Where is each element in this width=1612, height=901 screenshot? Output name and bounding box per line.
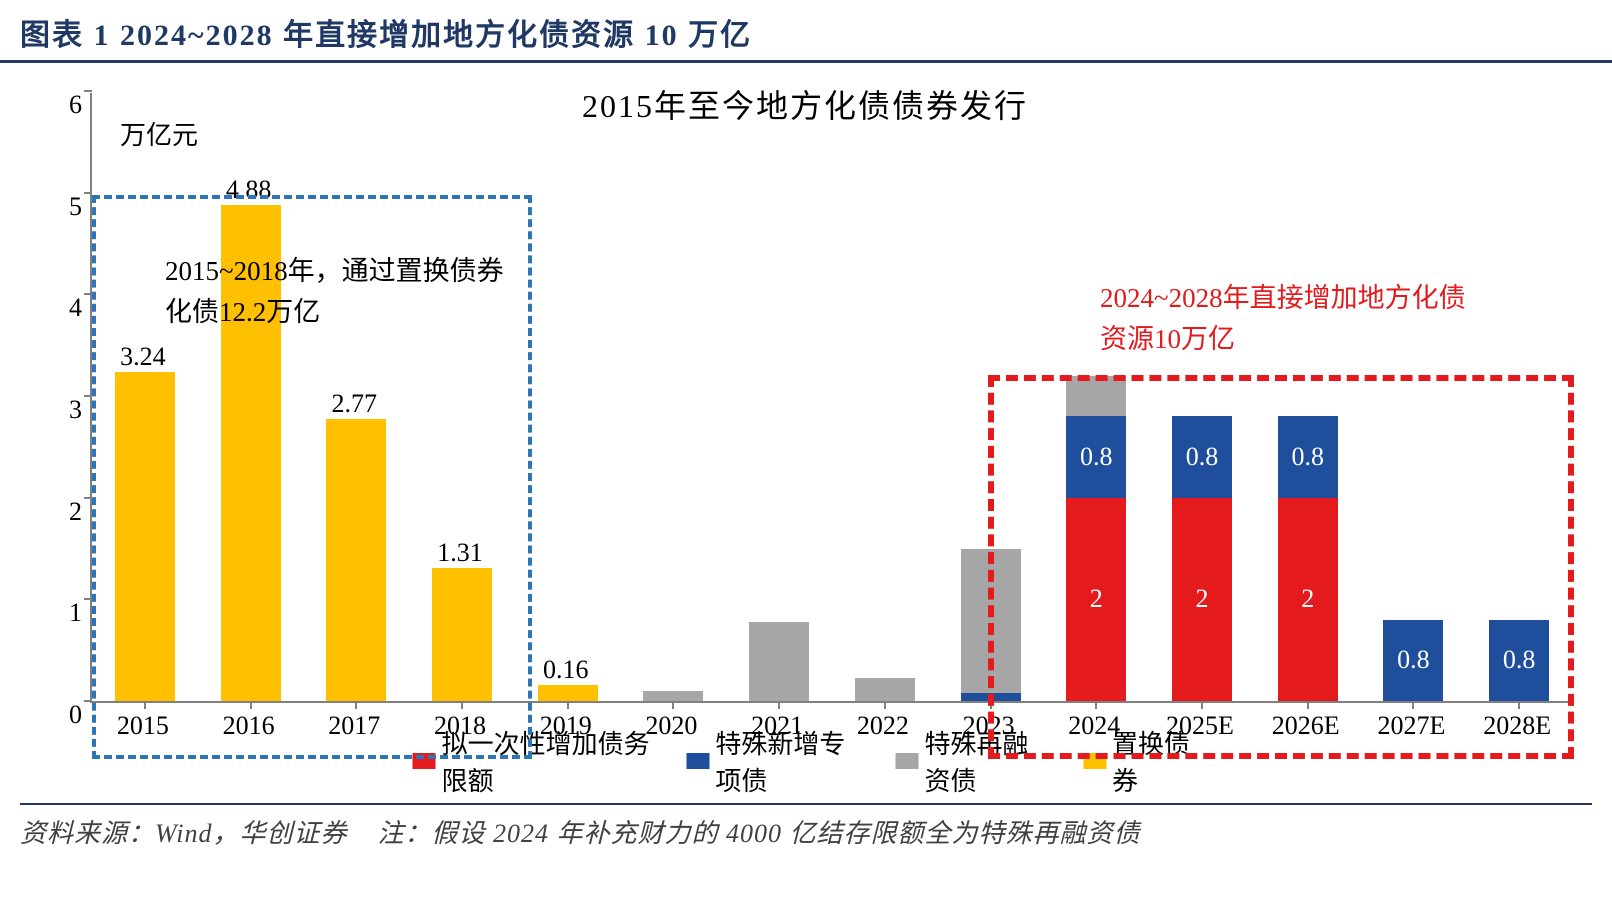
- y-tick-mark: [84, 192, 92, 194]
- y-tick-mark: [84, 598, 92, 600]
- x-tick-mark: [672, 701, 674, 709]
- y-tick-mark: [84, 90, 92, 92]
- y-tick-label: 1: [42, 598, 82, 628]
- figure-title: 图表 1 2024~2028 年直接增加地方化债资源 10 万亿: [20, 19, 752, 52]
- x-tick-label: 2021: [751, 711, 803, 741]
- bar-segment: [855, 678, 915, 701]
- footer-source: 资料来源：Wind，华创证券: [20, 819, 347, 848]
- y-tick-mark: [84, 395, 92, 397]
- x-tick-label: 2020: [645, 711, 697, 741]
- legend-swatch: [686, 753, 709, 769]
- x-tick-mark: [778, 701, 780, 709]
- annotation-text: 2015~2018年，通过置换债券化债12.2万亿: [165, 251, 525, 332]
- x-tick-label: 2019: [540, 711, 592, 741]
- bar-value-label: 0.16: [543, 655, 589, 685]
- y-tick-label: 3: [42, 395, 82, 425]
- legend-swatch: [895, 753, 918, 769]
- x-tick-mark: [567, 701, 569, 709]
- y-tick-label: 5: [42, 192, 82, 222]
- x-tick-label: 2022: [857, 711, 909, 741]
- footer: 资料来源：Wind，华创证券 注：假设 2024 年补充财力的 4000 亿结存…: [0, 805, 1612, 858]
- y-tick-mark: [84, 293, 92, 295]
- annotation-box: [988, 375, 1574, 759]
- chart-area: 2015年至今地方化债债券发行 万亿元 012345620.820.820.80…: [20, 73, 1590, 803]
- footer-note: 注：假设 2024 年补充财力的 4000 亿结存限额全为特殊再融资债: [377, 819, 1140, 848]
- y-tick-label: 4: [42, 293, 82, 323]
- figure-title-bar: 图表 1 2024~2028 年直接增加地方化债资源 10 万亿: [0, 0, 1612, 63]
- y-tick-label: 6: [42, 90, 82, 120]
- bar-segment: [643, 691, 703, 701]
- x-tick-mark: [884, 701, 886, 709]
- y-tick-label: 2: [42, 497, 82, 527]
- bar-segment: [749, 622, 809, 701]
- y-tick-mark: [84, 700, 92, 702]
- y-tick-mark: [84, 497, 92, 499]
- y-tick-label: 0: [42, 700, 82, 730]
- annotation-text: 2024~2028年直接增加地方化债资源10万亿: [1100, 278, 1470, 359]
- bar-segment: [538, 685, 598, 701]
